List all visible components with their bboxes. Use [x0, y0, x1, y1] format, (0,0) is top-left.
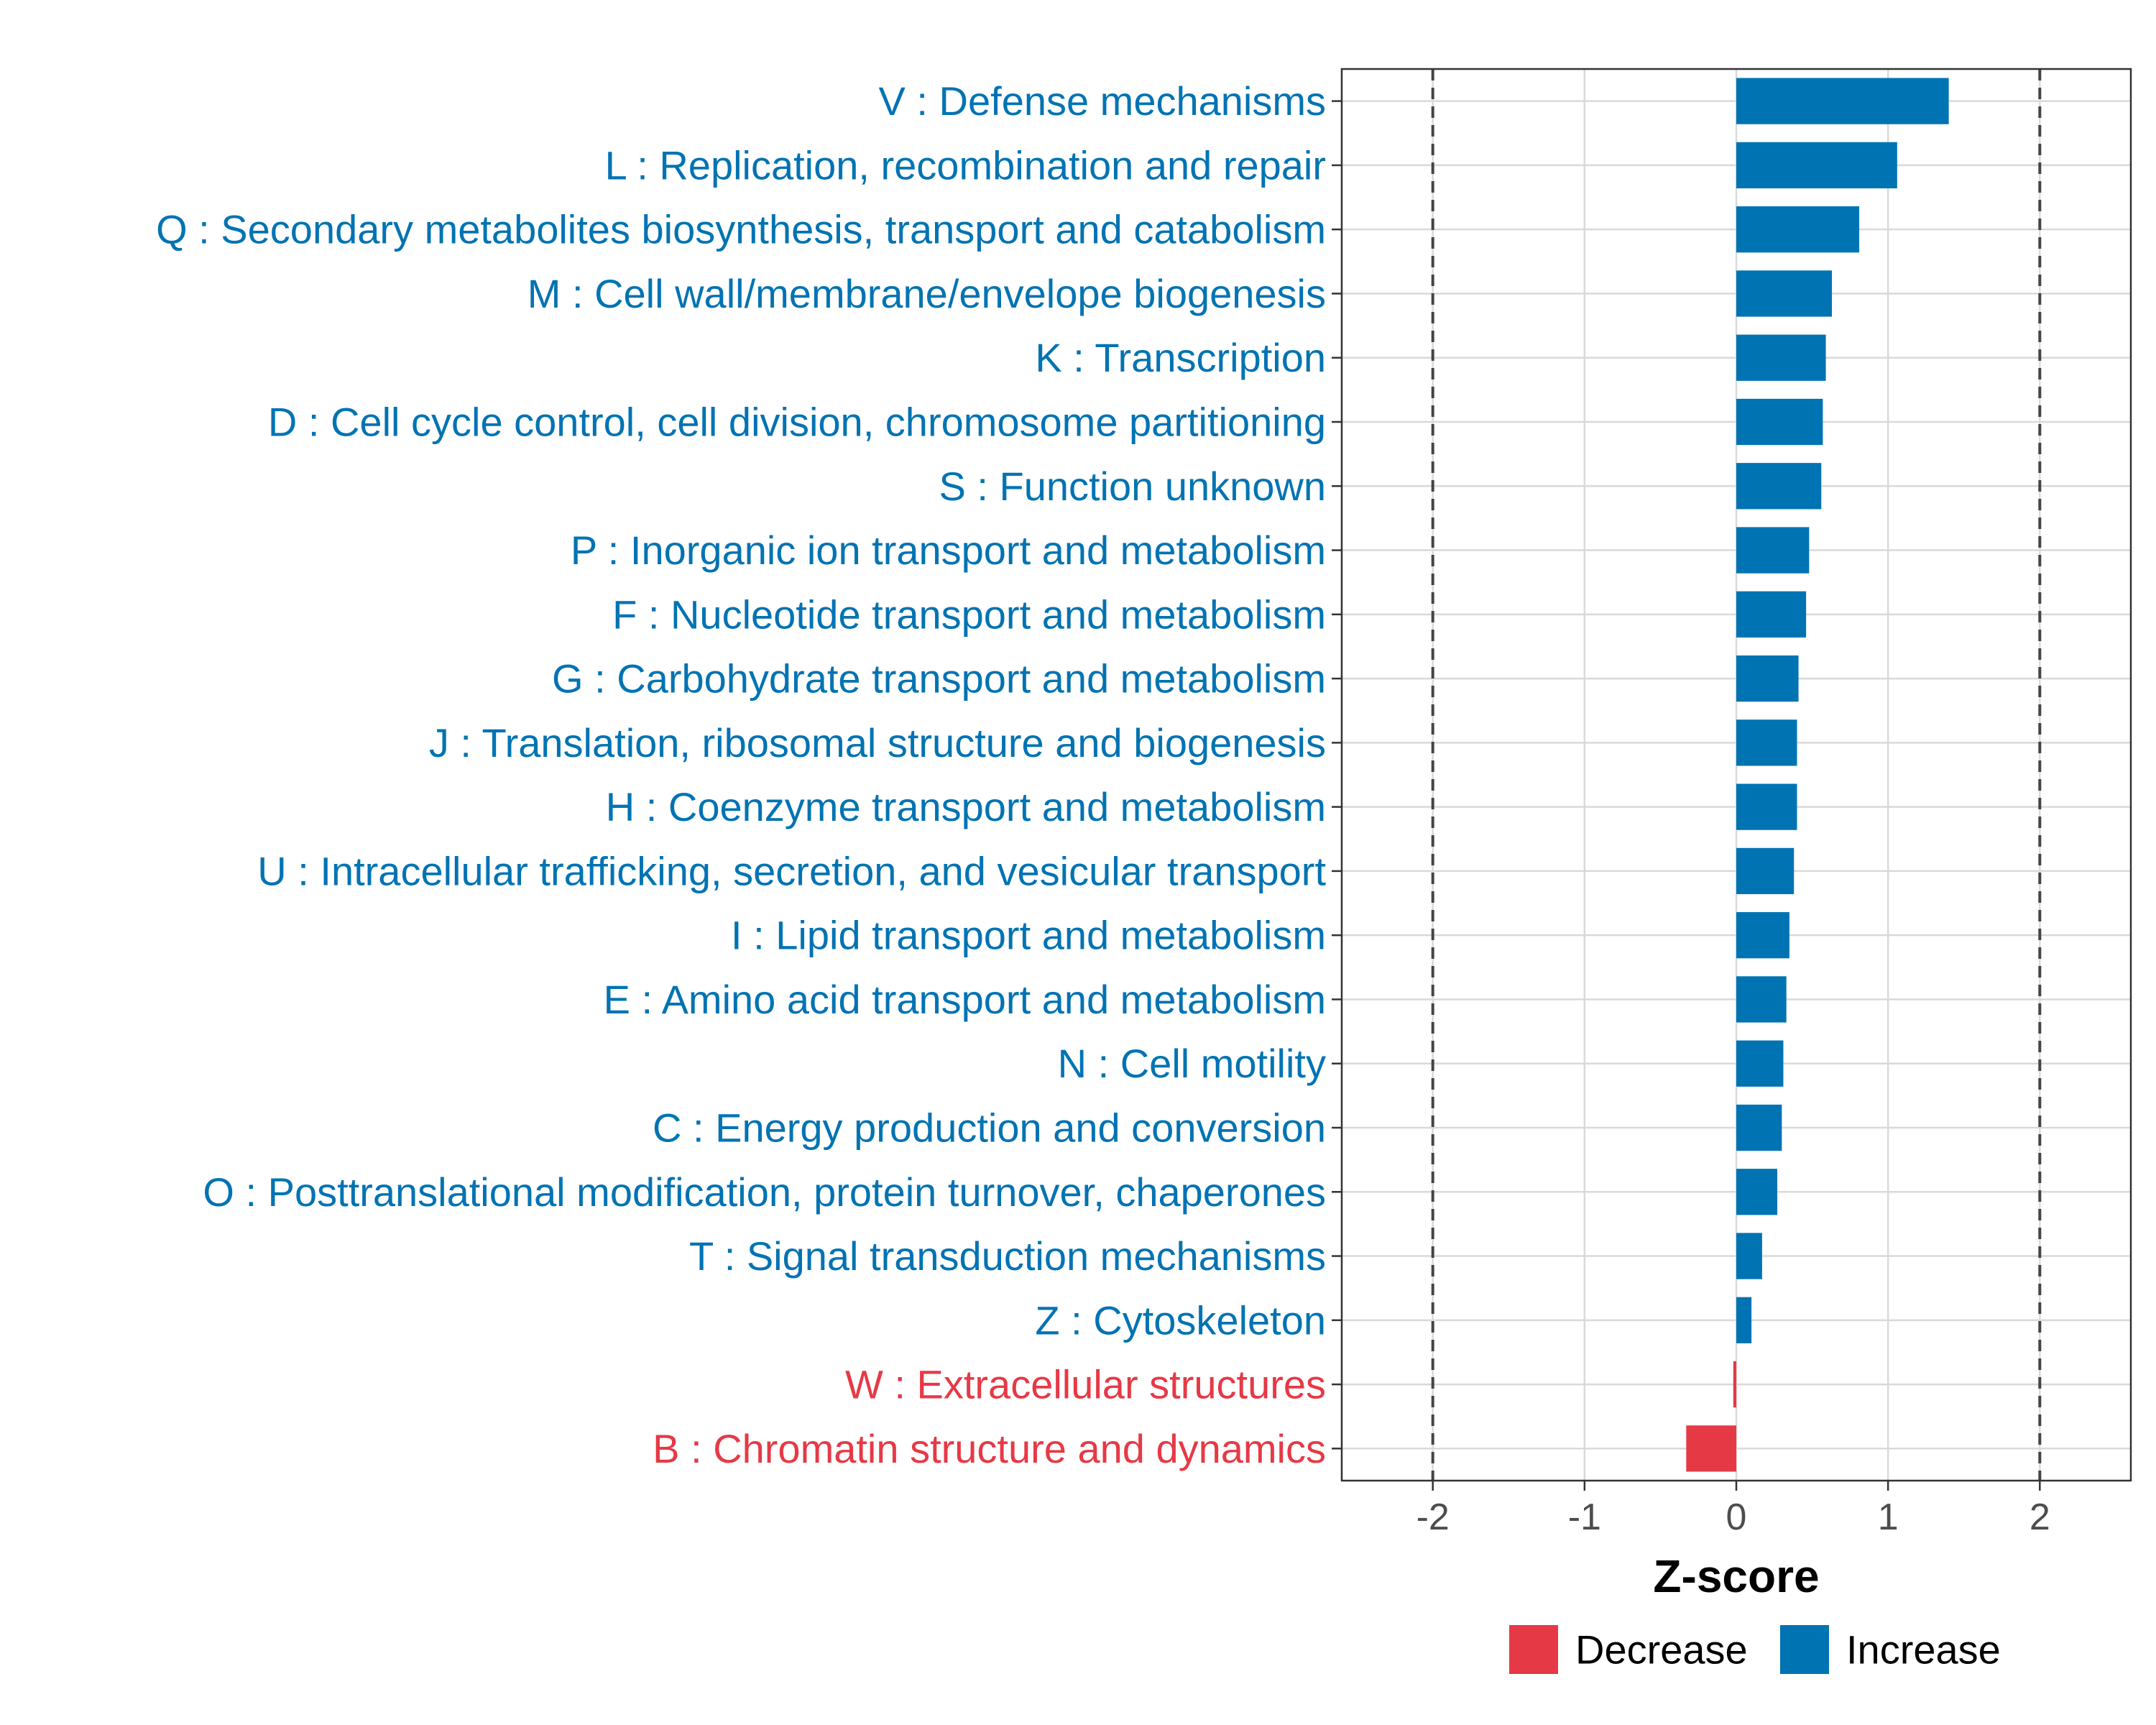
category-label-10: J : Translation, ribosomal structure and… [429, 720, 1326, 765]
category-label-20: W : Extracellular structures [845, 1362, 1326, 1407]
legend-swatch-decrease [1509, 1625, 1558, 1674]
bar-9 [1736, 655, 1799, 702]
category-label-16: C : Energy production and conversion [653, 1105, 1326, 1151]
bar-18 [1736, 1233, 1762, 1279]
y-axis-ticks [1332, 100, 1342, 1450]
x-tick-label-0: -2 [1416, 1496, 1450, 1538]
category-label-19: Z : Cytoskeleton [1035, 1297, 1326, 1343]
x-tick-label-4: 2 [2030, 1496, 2050, 1538]
bar-3 [1736, 270, 1833, 317]
category-labels: V : Defense mechanisms L : Replication, r… [156, 78, 1326, 1471]
bar-17 [1736, 1169, 1778, 1215]
category-label-8: F : Nucleotide transport and metabolism [612, 592, 1326, 637]
x-tick-label-1: -1 [1568, 1496, 1601, 1538]
bar-15 [1736, 1040, 1784, 1087]
category-label-5: D : Cell cycle control, cell division, c… [268, 400, 1326, 445]
bar-11 [1736, 783, 1797, 830]
category-label-15: N : Cell motility [1058, 1041, 1326, 1086]
bar-10 [1736, 719, 1797, 766]
category-label-7: P : Inorganic ion transport and metaboli… [571, 528, 1326, 573]
category-label-2: Q : Secondary metabolites biosynthesis, … [156, 207, 1326, 252]
bar-12 [1736, 847, 1795, 895]
category-label-17: O : Posttranslational modification, prot… [203, 1169, 1326, 1215]
category-label-12: U : Intracellular trafficking, secretion… [257, 848, 1326, 893]
bar-21 [1686, 1425, 1736, 1472]
legend: Decrease Increase [1509, 1625, 2001, 1674]
reference-lines [1431, 69, 2042, 1481]
x-axis-title: Z-score [1653, 1550, 1819, 1602]
category-label-9: G : Carbohydrate transport and metabolis… [552, 656, 1326, 702]
category-label-13: I : Lipid transport and metabolism [731, 913, 1326, 958]
bar-19 [1736, 1297, 1752, 1343]
legend-swatch-increase [1780, 1625, 1829, 1674]
category-label-4: K : Transcription [1035, 335, 1326, 380]
bars [1686, 78, 1949, 1472]
category-label-11: H : Coenzyme transport and metabolism [606, 784, 1326, 829]
x-tick-label-3: 1 [1878, 1496, 1899, 1538]
category-label-6: S : Function unknown [939, 464, 1326, 509]
bar-14 [1736, 976, 1787, 1023]
bar-2 [1736, 206, 1860, 253]
category-label-21: B : Chromatin structure and dynamics [653, 1426, 1326, 1471]
bar-0 [1736, 78, 1949, 124]
bar-20 [1733, 1361, 1736, 1408]
category-label-14: E : Amino acid transport and metabolism [604, 977, 1326, 1022]
category-label-0: V : Defense mechanisms [879, 78, 1326, 124]
bar-6 [1736, 463, 1822, 510]
bar-4 [1736, 334, 1826, 381]
bar-1 [1736, 142, 1897, 189]
bar-8 [1736, 591, 1807, 638]
x-tick-label-2: 0 [1726, 1496, 1747, 1538]
bar-5 [1736, 398, 1823, 446]
bar-13 [1736, 912, 1789, 959]
category-label-18: T : Signal transduction mechanisms [689, 1233, 1326, 1279]
category-label-1: L : Replication, recombination and repai… [605, 142, 1326, 188]
category-label-3: M : Cell wall/membrane/envelope biogenes… [528, 271, 1326, 316]
legend-label-increase: Increase [1846, 1627, 2001, 1673]
bar-7 [1736, 527, 1810, 574]
bar-16 [1736, 1104, 1782, 1151]
x-axis-ticks: -2 -1 0 1 2 [1416, 1481, 2050, 1538]
legend-label-decrease: Decrease [1575, 1627, 1748, 1673]
